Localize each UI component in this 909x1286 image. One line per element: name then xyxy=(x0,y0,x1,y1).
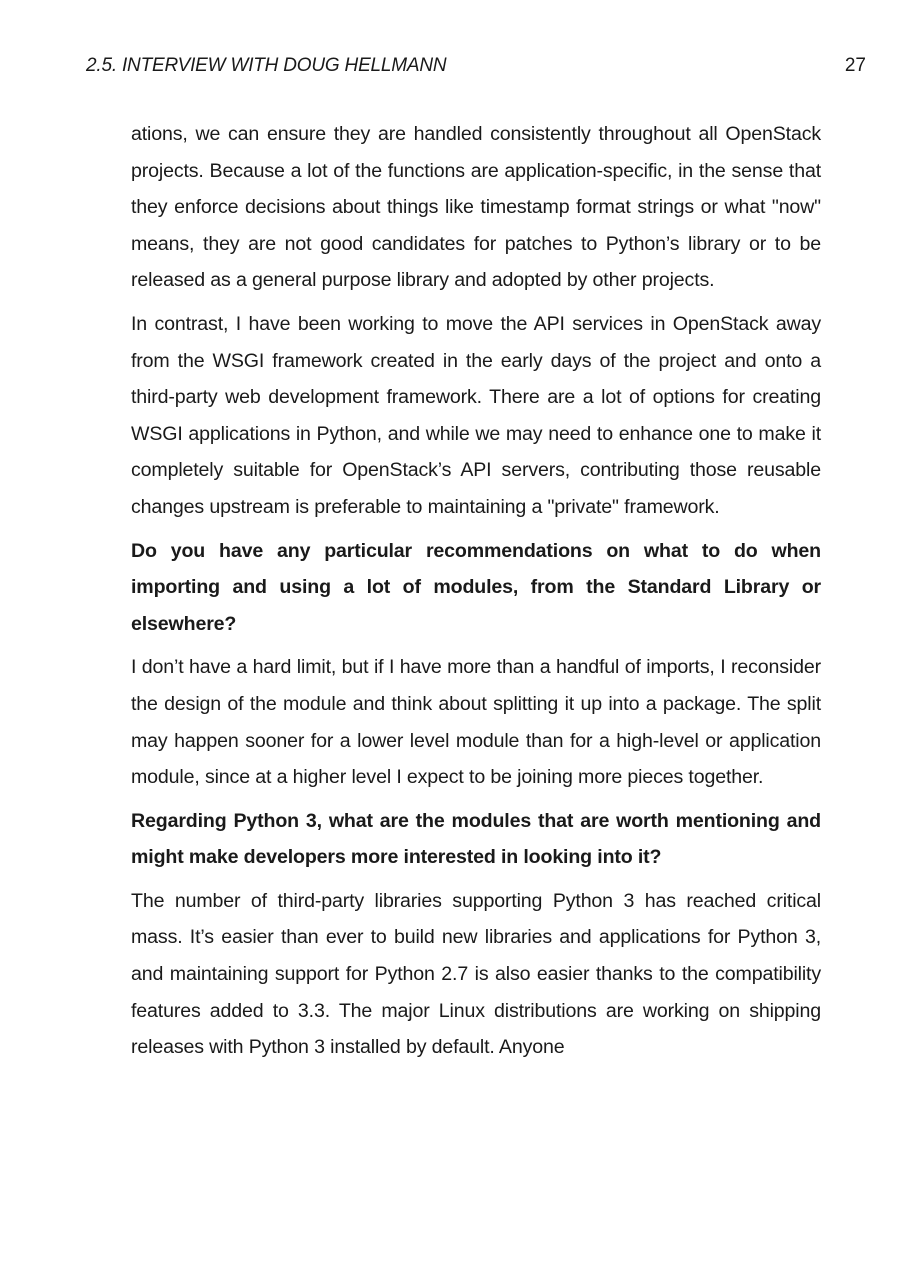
section-title: 2.5. INTERVIEW WITH DOUG HELLMANN xyxy=(86,55,447,76)
answer-paragraph: In contrast, I have been working to move… xyxy=(131,312,821,518)
page-number: 27 xyxy=(844,55,866,76)
interview-question: Do you have any particular recommendatio… xyxy=(131,539,821,635)
answer-paragraph: I don’t have a hard limit, but if I have… xyxy=(131,656,821,789)
interview-question: Regarding Python 3, what are the modules… xyxy=(131,809,821,869)
running-header: 2.5. INTERVIEW WITH DOUG HELLMANN 27 xyxy=(86,55,866,83)
answer-paragraph: The number of third-party libraries supp… xyxy=(131,889,821,1059)
page-body: ations, we can ensure they are handled c… xyxy=(131,116,821,1073)
answer-paragraph: ations, we can ensure they are handled c… xyxy=(131,123,821,292)
